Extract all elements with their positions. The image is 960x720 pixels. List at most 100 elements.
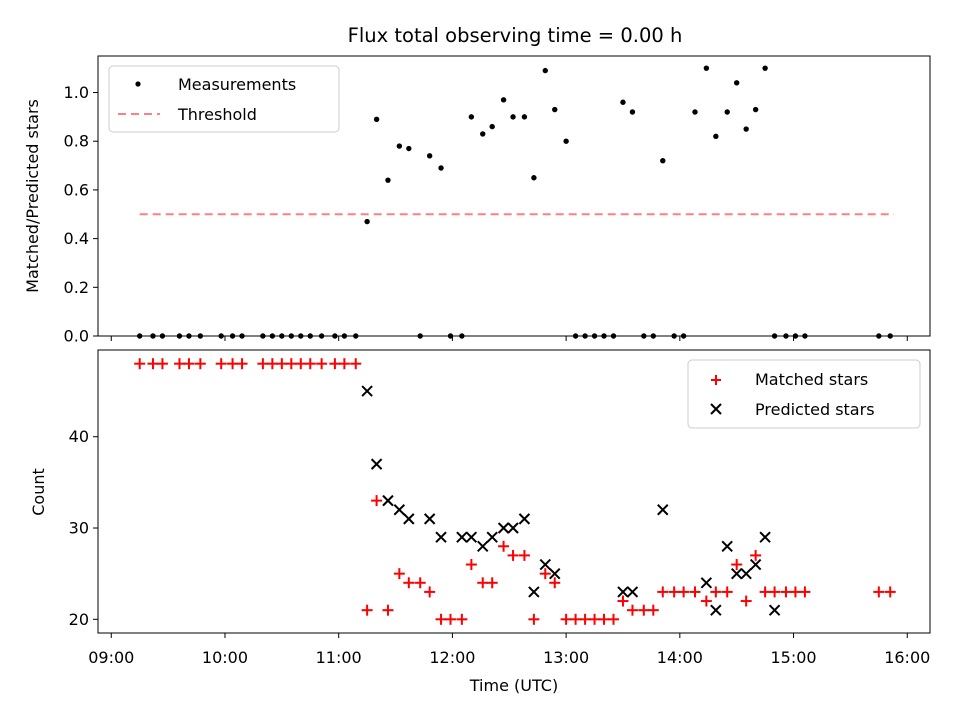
matched-star-point (589, 613, 601, 625)
matched-star-point (477, 577, 489, 589)
predicted-star-point (435, 531, 447, 543)
predicted-star-point (361, 385, 373, 397)
bottom-legend-box (687, 359, 921, 429)
legend-predicted-label: Predicted stars (755, 400, 875, 419)
legend-measurements-marker (135, 81, 141, 87)
matched-star-point (227, 358, 239, 370)
matched-star-point (465, 559, 477, 571)
x-tick-label: 13:00 (543, 648, 589, 667)
x-tick-label: 10:00 (202, 648, 248, 667)
measurement-point (752, 106, 759, 113)
predicted-star-point (617, 586, 629, 598)
matched-star-point (498, 540, 510, 552)
measurement-point (713, 133, 719, 140)
measurement-point (480, 131, 486, 137)
predicted-star-point (465, 531, 478, 543)
measurement-point (521, 114, 528, 120)
measurement-point (703, 65, 710, 71)
matched-star-point (689, 586, 701, 598)
measurement-point (373, 116, 380, 123)
predicted-star-point (497, 522, 510, 534)
measurement-point (563, 138, 569, 144)
chart-title: Flux total observing time = 0.00 h (348, 24, 683, 47)
matched-star-point (285, 358, 297, 370)
bottom-y-ticks: 20 30 40 (69, 427, 98, 629)
measurement-point (724, 109, 730, 115)
measurement-point (468, 114, 475, 120)
predicted-star-point (382, 494, 394, 507)
matched-star-point (329, 358, 341, 370)
matched-star-point (424, 586, 436, 598)
measurement-point (500, 97, 507, 103)
top-legend: Measurements Threshold (108, 65, 340, 133)
legend-threshold-label: Threshold (177, 105, 257, 124)
matched-star-point (236, 358, 248, 370)
top-panel: Flux total observing time = 0.00 h 0.0 0.… (23, 24, 931, 346)
matched-star-point (147, 358, 159, 370)
measurement-point (406, 145, 412, 152)
predicted-star-point (768, 604, 781, 616)
matched-star-point (295, 358, 307, 370)
predicted-star-point (759, 531, 771, 543)
matched-star-point (560, 613, 572, 625)
matched-star-point (740, 595, 752, 607)
matched-star-point (215, 358, 227, 370)
top-y-axis-label: Matched/Predicted stars (23, 99, 42, 293)
legend-matched-marker (711, 375, 721, 385)
matched-star-point (731, 559, 743, 571)
matched-star-point (266, 358, 278, 370)
matched-star-point (759, 586, 771, 598)
matched-star-point (721, 586, 733, 598)
matched-star-point (338, 358, 350, 370)
predicted-stars-points (361, 385, 781, 616)
matched-star-point (350, 358, 362, 370)
predicted-star-point (370, 458, 383, 470)
predicted-star-point (456, 531, 468, 543)
predicted-star-point (507, 522, 519, 534)
top-y-tick-label: 0.2 (64, 278, 89, 297)
top-plot-frame (97, 55, 931, 337)
matched-star-point (647, 604, 659, 616)
predicted-star-point (749, 558, 762, 571)
predicted-star-point (657, 504, 669, 516)
predicted-star-point (403, 513, 415, 525)
top-y-tick-label: 1.0 (64, 83, 89, 102)
predicted-star-point (730, 567, 743, 580)
measurement-point (692, 109, 698, 115)
matched-star-point (486, 577, 498, 589)
predicted-star-point (477, 540, 489, 552)
top-y-tick-label: 0.4 (64, 229, 89, 248)
matched-star-point (316, 358, 328, 370)
matched-star-point (403, 577, 415, 589)
top-x-ticks (110, 336, 908, 341)
matched-star-point (750, 549, 762, 561)
x-tick-label: 09:00 (88, 648, 134, 667)
measurement-point (364, 218, 370, 225)
top-y-tick-label: 0.8 (64, 132, 89, 151)
top-y-tick-label: 0.0 (64, 327, 89, 346)
matched-star-point (678, 586, 690, 598)
measurement-point (660, 157, 666, 164)
matched-star-point (456, 613, 468, 625)
predicted-star-point (549, 567, 561, 580)
matched-star-point (173, 358, 185, 370)
matched-star-point (769, 586, 781, 598)
predicted-star-point (710, 604, 722, 616)
matched-star-point (570, 613, 582, 625)
matched-star-point (371, 495, 383, 507)
matched-star-point (134, 358, 146, 370)
measurement-point (733, 80, 740, 86)
matched-star-point (638, 604, 650, 616)
predicted-star-point (528, 586, 540, 598)
matched-star-point (194, 358, 206, 370)
matched-star-point (873, 586, 885, 598)
predicted-star-point (393, 504, 406, 516)
matched-star-point (657, 586, 669, 598)
matched-star-point (710, 586, 722, 598)
matched-star-point (668, 586, 680, 598)
measurement-point (438, 165, 444, 171)
predicted-star-point (626, 586, 639, 598)
predicted-star-point (740, 567, 752, 580)
matched-star-point (799, 586, 811, 598)
measurement-point (489, 123, 495, 130)
